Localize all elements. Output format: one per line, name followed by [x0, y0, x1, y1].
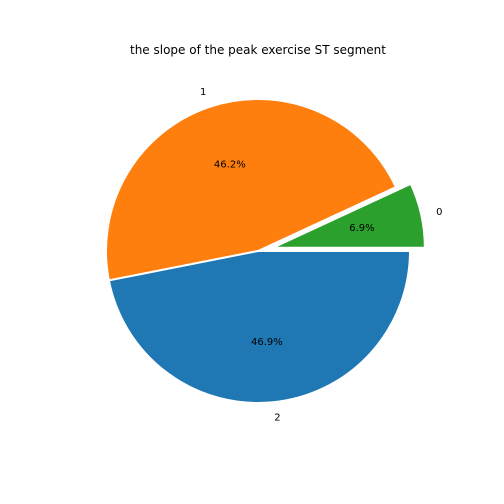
pie-slice-0 [271, 182, 426, 249]
category-label-1: 1 [200, 87, 206, 98]
percent-label-1: 46.2% [214, 159, 246, 170]
category-label-2: 2 [274, 412, 280, 423]
pie-slices [105, 98, 426, 404]
chart-title: the slope of the peak exercise ST segmen… [130, 43, 386, 57]
category-label-0: 0 [436, 207, 442, 218]
pie-slice-1 [105, 98, 397, 282]
percent-label-2: 46.9% [251, 337, 283, 348]
pie-slice-2 [107, 250, 411, 404]
percent-label-0: 6.9% [349, 223, 374, 234]
pie-labels: 0 6.9% 1 46.2% 2 46.9% [200, 87, 443, 423]
